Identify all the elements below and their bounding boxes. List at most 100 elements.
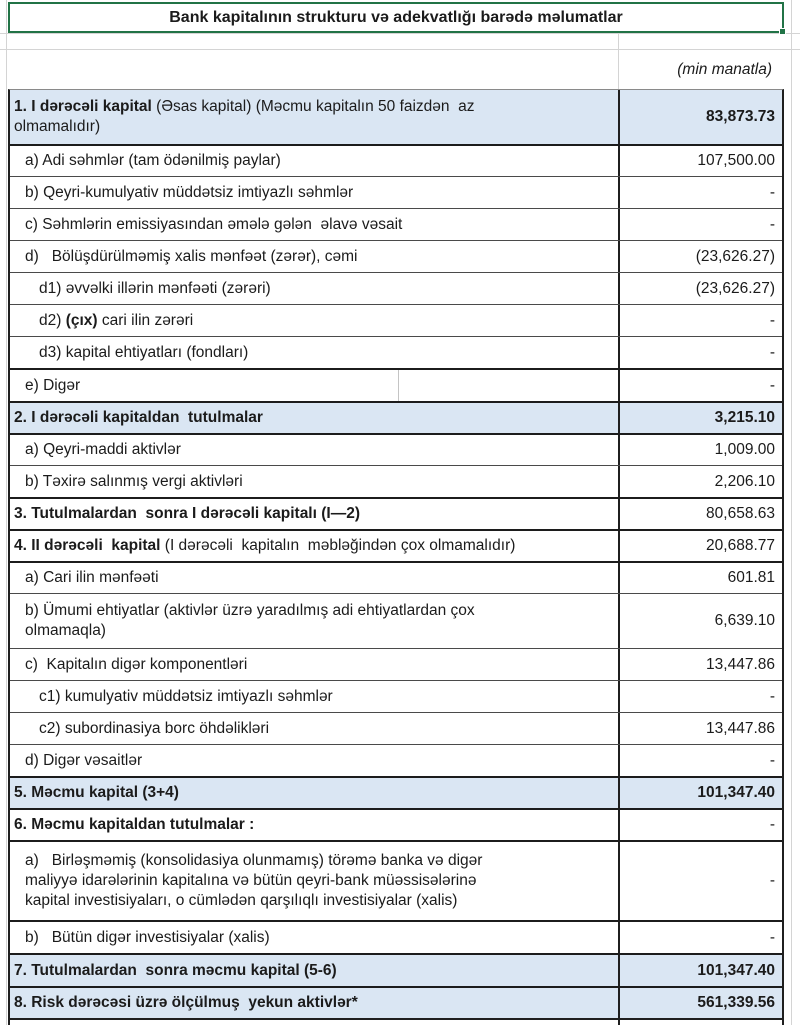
row-value-cell[interactable]: 601.81: [618, 563, 782, 593]
row-label-text: a) Cari ilin mənfəəti: [25, 569, 159, 586]
row-value-cell[interactable]: 20,688.77: [618, 531, 782, 561]
gridline-right-margin: [791, 0, 792, 1025]
row-value-cell[interactable]: -: [618, 745, 782, 776]
row-label-cell[interactable]: a) Qeyri-maddi aktivlər: [10, 435, 618, 465]
row-label-cell[interactable]: a) Birləşməmiş (konsolidasiya olunmamış)…: [10, 842, 618, 920]
row-label-text: d1) əvvəlki illərin mənfəəti (zərəri): [39, 279, 271, 297]
table-row-a1: a) Adi səhmlər (tam ödənilmiş paylar) 107…: [10, 144, 782, 176]
row-label-cell[interactable]: c1) kumulyativ müddətsiz imtiyazlı səhml…: [10, 681, 618, 712]
row-label-cell[interactable]: d2) (çıx) cari ilin zərəri: [10, 305, 618, 336]
row-label-cell[interactable]: a) Adi səhmlər (tam ödənilmiş paylar): [10, 146, 618, 176]
row-label-text: d) Bölüşdürülməmiş xalis mənfəət (zərər)…: [25, 247, 358, 265]
table-row-e1: e) Digər -: [10, 368, 782, 401]
row-value-cell[interactable]: 2,206.10: [618, 466, 782, 497]
row-label-cell[interactable]: c) Səhmlərin emissiyasından əmələ gələn …: [10, 209, 618, 240]
partial-next-row: [8, 1018, 784, 1025]
row-label-cell[interactable]: 8. Risk dərəcəsi üzrə ölçülmuş yekun akt…: [10, 988, 618, 1018]
row-label-text: c) Kapitalın digər komponentləri: [25, 655, 248, 673]
row-label-text: e) Digər: [25, 376, 81, 394]
row-label-text: 6. Məcmu kapitaldan tutulmalar :: [14, 816, 255, 833]
row-label-text: d2) (çıx) cari ilin zərəri: [39, 311, 194, 329]
row-label-cell[interactable]: 5. Məcmu kapital (3+4): [10, 778, 618, 808]
row-value-cell[interactable]: 101,347.40: [618, 955, 782, 986]
row-value-cell[interactable]: 13,447.86: [618, 649, 782, 680]
row-label-cell[interactable]: 6. Məcmu kapitaldan tutulmalar :: [10, 810, 618, 840]
table-row-d3s: d3) kapital ehtiyatları (fondları) -: [10, 336, 782, 368]
page-title: Bank kapitalının strukturu və adekvatlığ…: [169, 8, 623, 26]
row-label-cell[interactable]: c) Kapitalın digər komponentləri: [10, 649, 618, 680]
row-label-cell[interactable]: 4. II dərəcəli kapital (I dərəcəli kapit…: [10, 531, 618, 561]
row-label-cell[interactable]: d) Digər vəsaitlər: [10, 745, 618, 776]
row-value-cell[interactable]: 101,347.40: [618, 778, 782, 808]
cell-gridline: [398, 370, 399, 401]
row-value-cell[interactable]: 13,447.86: [618, 713, 782, 744]
row-label-cell[interactable]: e) Digər: [10, 370, 618, 401]
row-value-cell[interactable]: -: [618, 209, 782, 240]
row-label-cell[interactable]: 3. Tutulmalardan sonra I dərəcəli kapita…: [10, 499, 618, 529]
row-label-cell[interactable]: c2) subordinasiya borc öhdəlikləri: [10, 713, 618, 744]
row-label-cell[interactable]: d) Bölüşdürülməmiş xalis mənfəət (zərər)…: [10, 241, 618, 272]
row-value-cell[interactable]: -: [618, 370, 782, 401]
table-row-a6: a) Birləşməmiş (konsolidasiya olunmamış)…: [10, 840, 782, 920]
row-label-cell[interactable]: 7. Tutulmalardan sonra məcmu kapital (5-…: [10, 955, 618, 986]
row-label-text: 7. Tutulmalardan sonra məcmu kapital (5-…: [14, 961, 337, 979]
table-row-d1s: d1) əvvəlki illərin mənfəəti (zərəri) (23…: [10, 272, 782, 304]
table-row-s6: 6. Məcmu kapitaldan tutulmalar : -: [10, 808, 782, 840]
row-value-cell[interactable]: 107,500.00: [618, 146, 782, 176]
row-value-cell[interactable]: 80,658.63: [618, 499, 782, 529]
row-label-text: a) Adi səhmlər (tam ödənilmiş paylar): [25, 152, 281, 169]
row-value-cell[interactable]: -: [618, 810, 782, 840]
unit-note: (min manatla): [677, 60, 772, 78]
row-label-cell[interactable]: 1. I dərəcəli kapital (Əsas kapital) (Mə…: [10, 90, 618, 144]
row-label-text: b) Bütün digər investisiyalar (xalis): [25, 928, 270, 946]
row-value-cell[interactable]: -: [618, 922, 782, 953]
table-row-a4: a) Cari ilin mənfəəti 601.81: [10, 561, 782, 593]
row-value-cell[interactable]: -: [618, 681, 782, 712]
row-label-text: d) Digər vəsaitlər: [25, 751, 143, 769]
selection-fill-handle[interactable]: [779, 28, 786, 35]
row-label-cell[interactable]: b) Təxirə salınmış vergi aktivləri: [10, 466, 618, 497]
row-value-cell[interactable]: 83,873.73: [618, 90, 782, 144]
table-row-s8: 8. Risk dərəcəsi üzrə ölçülmuş yekun akt…: [10, 986, 782, 1018]
table-row-b4: b) Ümumi ehtiyatlar (aktivlər üzrə yarad…: [10, 593, 782, 648]
row-value-cell[interactable]: (23,626.27): [618, 241, 782, 272]
row-label-cell[interactable]: a) Cari ilin mənfəəti: [10, 563, 618, 593]
row-value-cell[interactable]: (23,626.27): [618, 273, 782, 304]
row-label-text: d3) kapital ehtiyatları (fondları): [39, 343, 249, 361]
row-label-text: b) Təxirə salınmış vergi aktivləri: [25, 472, 243, 490]
row-label-text: 1. I dərəcəli kapital (Əsas kapital) (Mə…: [14, 98, 475, 135]
table-row-s4: 4. II dərəcəli kapital (I dərəcəli kapit…: [10, 529, 782, 561]
row-value-cell[interactable]: 6,639.10: [618, 594, 782, 648]
gridline-row-top: [0, 33, 800, 34]
row-label-text: 4. II dərəcəli kapital (I dərəcəli kapit…: [14, 537, 516, 554]
row-label-text: 8. Risk dərəcəsi üzrə ölçülmuş yekun akt…: [14, 994, 358, 1011]
row-label-cell[interactable]: d3) kapital ehtiyatları (fondları): [10, 337, 618, 368]
gridline-value-column: [618, 33, 619, 89]
table-row-c1s: c1) kumulyativ müddətsiz imtiyazlı səhml…: [10, 680, 782, 712]
row-label-text: 5. Məcmu kapital (3+4): [14, 784, 179, 801]
table-row-d2s: d2) (çıx) cari ilin zərəri -: [10, 304, 782, 336]
row-value-cell[interactable]: 3,215.10: [618, 403, 782, 433]
row-label-cell[interactable]: b) Bütün digər investisiyalar (xalis): [10, 922, 618, 953]
row-value-cell[interactable]: -: [618, 842, 782, 920]
row-value-cell[interactable]: -: [618, 177, 782, 208]
row-label-cell[interactable]: b) Qeyri-kumulyativ müddətsiz imtiyazlı …: [10, 177, 618, 208]
row-value-cell[interactable]: 1,009.00: [618, 435, 782, 465]
table-row-d1: d) Bölüşdürülməmiş xalis mənfəət (zərər)…: [10, 240, 782, 272]
table-row-s7: 7. Tutulmalardan sonra məcmu kapital (5-…: [10, 953, 782, 986]
table-row-b6: b) Bütün digər investisiyalar (xalis) -: [10, 920, 782, 953]
row-label-cell[interactable]: b) Ümumi ehtiyatlar (aktivlər üzrə yarad…: [10, 594, 618, 648]
title-cell[interactable]: Bank kapitalının strukturu və adekvatlığ…: [8, 2, 786, 35]
table-row-c4: c) Kapitalın digər komponentləri 13,447.8…: [10, 648, 782, 680]
row-value-cell[interactable]: -: [618, 305, 782, 336]
row-label-text: c2) subordinasiya borc öhdəlikləri: [39, 719, 270, 737]
row-label-text: b) Ümumi ehtiyatlar (aktivlər üzrə yarad…: [25, 602, 475, 639]
row-value-cell[interactable]: 561,339.56: [618, 988, 782, 1018]
row-label-text: c1) kumulyativ müddətsiz imtiyazlı səhml…: [39, 687, 333, 705]
row-label-cell[interactable]: 2. I dərəcəli kapitaldan tutulmalar: [10, 403, 618, 433]
row-value-cell[interactable]: -: [618, 337, 782, 368]
capital-table: 1. I dərəcəli kapital (Əsas kapital) (Mə…: [8, 89, 784, 1020]
row-label-cell[interactable]: d1) əvvəlki illərin mənfəəti (zərəri): [10, 273, 618, 304]
row-label-text: b) Qeyri-kumulyativ müddətsiz imtiyazlı …: [25, 183, 354, 201]
table-row-s2: 2. I dərəcəli kapitaldan tutulmalar 3,215…: [10, 401, 782, 433]
